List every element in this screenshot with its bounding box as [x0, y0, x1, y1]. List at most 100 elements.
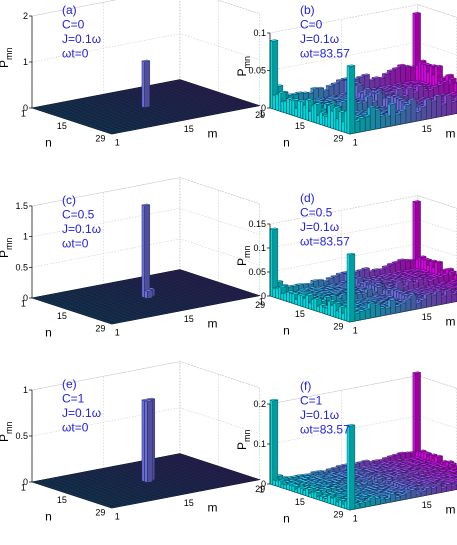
panel-f-bars	[269, 371, 457, 511]
panel-d-xlabel: n	[283, 324, 290, 338]
z-tick-label: 0.1	[253, 28, 266, 38]
panel-b-bars	[269, 11, 457, 135]
z-tick-label: 1	[23, 232, 28, 242]
z-tick-label: 0.1	[253, 243, 266, 253]
parameter-label: ωt=0	[62, 47, 89, 61]
z-tick-label: 1	[23, 385, 28, 395]
panel-d-zlabel: Pmn	[235, 245, 252, 266]
parameter-label: J=0.1ω	[62, 222, 101, 236]
n-tick-label: 15	[57, 121, 67, 131]
z-tick-label: 0.15	[248, 219, 266, 229]
panel-label: (c)	[62, 193, 76, 207]
panel-a-axes: 0121152911529nmPmn	[0, 11, 265, 150]
n-tick-label: 15	[57, 495, 67, 505]
panel-c-ylabel: m	[207, 316, 217, 330]
panel-d-bars	[269, 200, 457, 323]
n-tick-label: 29	[333, 322, 343, 332]
panel-d: 00.050.10.151152911529nmPmn(d)C=0.5J=0.1…	[235, 191, 457, 338]
panel-c: 00.511.51152911529nmPmn(c)C=0.5J=0.1ωωt=…	[0, 177, 265, 340]
z-tick-label: 0.5	[15, 431, 28, 441]
m-tick-label: 1	[353, 138, 358, 148]
bar	[144, 399, 154, 483]
parameter-label: ωt=83.57	[300, 235, 350, 249]
panel-e-zlabel: Pmn	[0, 421, 14, 442]
bar	[141, 59, 150, 109]
n-tick-label: 29	[95, 134, 105, 144]
n-tick-label: 1	[259, 108, 264, 118]
panel-d-ylabel: m	[445, 314, 455, 328]
parameter-label: ωt=83.57	[300, 47, 350, 61]
panel-f-wall-gridline	[269, 415, 457, 445]
parameter-label: C=0	[62, 18, 85, 32]
panel-d-wall-gridline	[269, 219, 457, 249]
parameter-label: C=1	[62, 392, 85, 406]
n-tick-label: 29	[95, 508, 105, 518]
panel-b-wall-gridline	[269, 4, 457, 34]
n-tick-label: 1	[259, 296, 264, 306]
z-tick-label: 1.5	[15, 201, 28, 211]
n-tick-label: 15	[295, 121, 305, 131]
panel-b: 00.050.11152911529nmPmn(b)C=0J=0.1ωωt=83…	[235, 3, 457, 150]
m-tick-label: 1	[115, 512, 120, 522]
bar	[144, 289, 154, 299]
parameter-label: ωt=0	[62, 237, 89, 251]
m-tick-label: 1	[115, 328, 120, 338]
bar	[346, 252, 356, 323]
m-tick-label: 29	[255, 110, 265, 120]
bar	[141, 203, 150, 299]
z-tick-label: 2	[23, 11, 28, 21]
m-tick-label: 1	[353, 326, 358, 336]
z-tick-label: 0	[23, 103, 28, 113]
parameter-label: J=0.1ω	[62, 406, 101, 420]
parameter-label: C=0.5	[300, 206, 333, 220]
m-tick-label: 15	[184, 498, 194, 508]
m-tick-label: 15	[184, 314, 194, 324]
panel-a-bars	[31, 59, 261, 135]
parameter-label: ωt=0	[62, 421, 89, 435]
bar	[346, 64, 356, 135]
panel-label: (a)	[62, 3, 77, 17]
parameter-label: C=0.5	[62, 208, 95, 222]
n-tick-label: 15	[295, 309, 305, 319]
parameter-label: J=0.1ω	[300, 32, 339, 46]
panel-a-zlabel: Pmn	[0, 47, 14, 68]
n-tick-label: 1	[21, 108, 26, 118]
panel-a-ylabel: m	[207, 126, 217, 140]
n-tick-label: 29	[333, 134, 343, 144]
bar	[108, 132, 118, 135]
panel-label: (e)	[62, 377, 77, 391]
panel-c-zlabel: Pmn	[0, 237, 14, 258]
bar	[269, 227, 279, 298]
parameter-label: J=0.1ω	[62, 32, 101, 46]
panel-d-wall-gridline	[269, 195, 457, 225]
panel-e-xlabel: n	[45, 510, 52, 524]
parameter-label: C=0	[300, 18, 323, 32]
bar	[412, 371, 422, 458]
panel-b-ylabel: m	[445, 126, 455, 140]
n-tick-label: 1	[21, 298, 26, 308]
z-tick-label: 0.5	[15, 262, 28, 272]
panel-c-xlabel: n	[45, 326, 52, 340]
panel-a-xlabel: n	[45, 136, 52, 150]
n-tick-label: 1	[21, 482, 26, 492]
panel-b-xlabel: n	[283, 136, 290, 150]
panel-f: 00.10.21152911529nmPmn(f)C=1J=0.1ωωt=83.…	[235, 371, 457, 526]
z-tick-label: 0.05	[248, 267, 266, 277]
m-tick-label: 15	[184, 124, 194, 134]
n-tick-label: 29	[95, 324, 105, 334]
panel-label: (d)	[300, 191, 315, 205]
panel-f-wall-gridline	[269, 375, 457, 405]
m-tick-label: 15	[422, 124, 432, 134]
n-tick-label: 15	[57, 311, 67, 321]
panel-a-wall-gridline	[31, 33, 260, 63]
z-tick-label: 1	[23, 57, 28, 67]
panel-label: (b)	[300, 3, 315, 17]
